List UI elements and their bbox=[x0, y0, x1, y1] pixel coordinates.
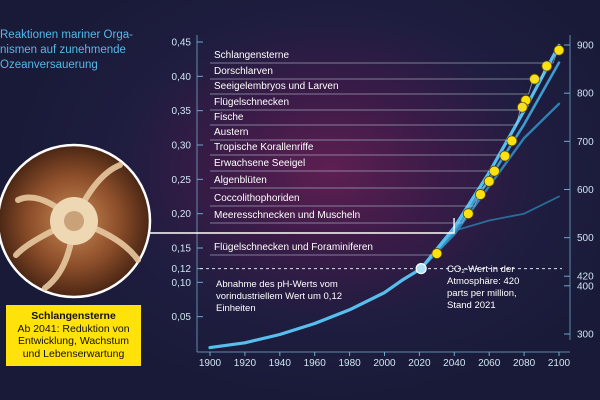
y-right-tick-label: 300 bbox=[577, 330, 594, 341]
annotation-label: Tropische Korallenriffe bbox=[214, 142, 314, 153]
current-point-marker bbox=[415, 263, 427, 275]
x-tick-label: 2100 bbox=[548, 358, 571, 369]
annotation-leader bbox=[210, 170, 493, 174]
annotation-leader bbox=[210, 183, 488, 189]
x-tick-label: 2020 bbox=[408, 358, 431, 369]
series-line-4 bbox=[453, 195, 560, 232]
y-right-tick-label: 800 bbox=[577, 89, 594, 100]
x-tick-label: 1980 bbox=[338, 358, 361, 369]
infographic-title: Reaktionen mariner Orga- nismen auf zune… bbox=[0, 28, 160, 73]
x-tick-label: 1940 bbox=[269, 358, 292, 369]
annotation-leader bbox=[210, 196, 479, 207]
co2-note: CO₂-Wert in der Atmosphäre: 420 parts per … bbox=[447, 264, 519, 311]
annotation-leader bbox=[210, 154, 504, 159]
x-tick-label: 1960 bbox=[304, 358, 327, 369]
y-right-tick-label: 600 bbox=[577, 185, 594, 196]
brittle-star-photo-icon bbox=[0, 143, 152, 299]
annotation-leader bbox=[210, 67, 546, 80]
y-right-tick-label: 500 bbox=[577, 233, 594, 244]
annotation-label: Meeresschnecken und Muscheln bbox=[214, 210, 360, 221]
y-left-tick-label: 0,12 bbox=[172, 264, 192, 275]
y-right-tick-label: 400 bbox=[577, 281, 594, 292]
y-left-tick-label: 0,30 bbox=[172, 141, 192, 152]
annotation-marker bbox=[553, 44, 565, 56]
ph-note: Abnahme des pH-Werts vom vorindustriellem… bbox=[216, 279, 342, 314]
annotation-marker bbox=[462, 208, 474, 220]
title-line-3: Ozeanversauerung bbox=[0, 59, 98, 71]
y-left-tick-label: 0,25 bbox=[172, 175, 192, 186]
annotation-leader bbox=[210, 139, 511, 144]
annotation-label: Algenblüten bbox=[214, 175, 267, 186]
callout-text: Ab 2041: Reduktion von Entwicklung, Wach… bbox=[17, 322, 130, 360]
annotation-marker bbox=[499, 150, 511, 162]
y-right-tick-label: 420 bbox=[577, 272, 594, 283]
annotation-leader bbox=[210, 52, 558, 64]
species-callout: Schlangensterne Ab 2041: Reduktion von E… bbox=[6, 305, 141, 366]
annotation-label: Flügelschnecken und Foraminiferen bbox=[214, 242, 373, 253]
annotation-marker bbox=[475, 189, 486, 200]
y-left-tick-label: 0,10 bbox=[172, 278, 192, 289]
title-line-2: nismen auf zunehmende bbox=[0, 44, 126, 56]
annotation-marker bbox=[541, 60, 553, 72]
annotation-label: Erwachsene Seeigel bbox=[214, 158, 305, 169]
y-left-tick-label: 0,20 bbox=[172, 209, 192, 220]
x-tick-label: 1920 bbox=[234, 358, 257, 369]
annotation-marker bbox=[506, 135, 518, 147]
annotation-label: Flügelschnecken bbox=[214, 97, 289, 108]
annotation-marker bbox=[431, 248, 443, 259]
y-left-tick-label: 0,05 bbox=[172, 312, 192, 323]
x-tick-label: 2000 bbox=[373, 358, 396, 369]
title-line-1: Reaktionen mariner Orga- bbox=[0, 29, 133, 41]
y-right-tick-label: 900 bbox=[577, 41, 594, 52]
annotation-label: Dorschlarven bbox=[214, 66, 273, 77]
x-tick-label: 2080 bbox=[513, 358, 536, 369]
annotation-marker bbox=[489, 165, 500, 177]
series-line-2 bbox=[419, 61, 561, 270]
annotation-label: Schlangensterne bbox=[214, 50, 289, 61]
annotation-leader bbox=[210, 109, 521, 126]
y-left-tick-label: 0,40 bbox=[172, 72, 192, 83]
y-left-tick-label: 0,45 bbox=[172, 38, 192, 49]
x-tick-label: 2060 bbox=[478, 358, 501, 369]
callout-heading: Schlangensterne bbox=[31, 310, 116, 322]
annotation-leader bbox=[210, 215, 467, 224]
series-line-1 bbox=[208, 43, 561, 350]
annotation-label: Austern bbox=[214, 127, 248, 138]
x-tick-label: 1900 bbox=[199, 358, 222, 369]
annotation-marker bbox=[516, 101, 528, 113]
y-right-tick-label: 700 bbox=[577, 137, 594, 148]
y-left-tick-label: 0,15 bbox=[172, 244, 192, 255]
annotation-label: Fische bbox=[214, 112, 244, 123]
annotation-label: Coccolithophoriden bbox=[214, 193, 300, 204]
y-left-tick-label: 0,35 bbox=[172, 106, 192, 117]
x-tick-label: 2040 bbox=[443, 358, 466, 369]
annotation-label: Seeigelembryos und Larven bbox=[214, 81, 339, 92]
annotation-leader bbox=[210, 80, 533, 95]
